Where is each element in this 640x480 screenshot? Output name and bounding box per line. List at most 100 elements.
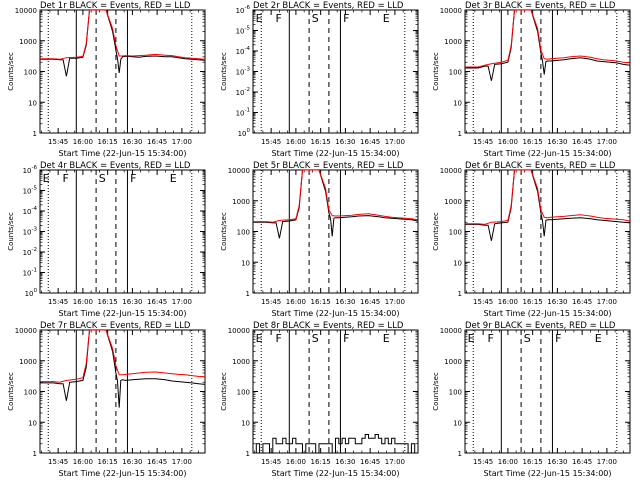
- x-tick-label: 15:45: [261, 138, 281, 146]
- series-events-line: [465, 170, 630, 241]
- y-tick-label: 1000: [19, 358, 37, 366]
- plot-frame: [252, 329, 419, 454]
- segment-label: S: [312, 12, 319, 25]
- y-tick-label: 10-4: [23, 206, 38, 216]
- x-tick-label: 17:00: [172, 138, 192, 146]
- panel-det-9r: Det 9r BLACK = Events, RED = LLD Counts/s…: [432, 321, 631, 478]
- panel-det-5r: Det 5r BLACK = Events, RED = LLD Counts/s…: [220, 161, 419, 318]
- x-tick-label: 16:45: [572, 298, 592, 306]
- y-tick-label: 10: [453, 99, 462, 107]
- x-tick-label: 15:45: [261, 458, 281, 466]
- y-tick-label: 10000: [440, 7, 462, 15]
- panel-det-1r: Det 1r BLACK = Events, RED = LLD Counts/s…: [7, 1, 206, 158]
- x-tick-label: 17:00: [385, 298, 405, 306]
- x-tick-label: 16:45: [360, 458, 380, 466]
- y-tick-label: 10000: [15, 7, 37, 15]
- series-events-line: [465, 10, 630, 81]
- y-tick-label: 1000: [444, 358, 462, 366]
- y-tick-label: 10-3: [236, 67, 251, 77]
- x-tick-label: 16:30: [122, 458, 142, 466]
- x-tick-label: 16:00: [73, 298, 93, 306]
- y-axis-label: Counts/sec: [7, 372, 15, 411]
- x-axis-label: Start Time (22-Jun-15 15:34:00): [59, 309, 187, 318]
- x-tick-label: 16:45: [360, 138, 380, 146]
- y-tick-label: 100: [449, 389, 462, 397]
- x-axis-label: Start Time (22-Jun-15 15:34:00): [272, 469, 400, 478]
- x-tick-label: 16:30: [335, 298, 355, 306]
- series-lld-line: [465, 170, 630, 225]
- x-axis-label: Start Time (22-Jun-15 15:34:00): [484, 149, 612, 158]
- segment-label: F: [555, 332, 561, 345]
- x-tick-label: 16:00: [73, 138, 93, 146]
- x-tick-label: 15:45: [473, 298, 493, 306]
- y-axis-label: Counts/sec: [220, 372, 228, 411]
- y-tick-label: 100: [237, 389, 250, 397]
- x-tick-label: 17:00: [597, 138, 617, 146]
- x-tick-label: 16:15: [98, 138, 118, 146]
- x-tick-label: 16:00: [286, 458, 306, 466]
- panel-title: Det 8r BLACK = Events, RED = LLD: [253, 321, 404, 331]
- y-axis-label: Counts/sec: [220, 52, 228, 91]
- y-tick-label: 10: [453, 419, 462, 427]
- x-tick-label: 16:45: [572, 138, 592, 146]
- y-tick-label: 1000: [232, 358, 250, 366]
- y-tick-label: 10000: [15, 327, 37, 335]
- x-tick-label: 17:00: [597, 458, 617, 466]
- segment-label: F: [487, 332, 493, 345]
- y-tick-label: 10-3: [23, 227, 38, 237]
- y-tick-label: 1: [33, 130, 37, 138]
- series-events-line: [253, 170, 418, 239]
- y-tick-label: 10000: [440, 167, 462, 175]
- y-tick-label: 1: [246, 450, 250, 458]
- x-tick-label: 17:00: [385, 458, 405, 466]
- series-lld-line: [40, 330, 205, 383]
- y-tick-label: 1: [458, 450, 462, 458]
- x-tick-label: 16:30: [547, 458, 567, 466]
- segment-label: E: [383, 332, 390, 345]
- panel-title: Det 9r BLACK = Events, RED = LLD: [465, 321, 616, 331]
- segment-label: F: [343, 332, 349, 345]
- y-tick-label: 100: [25, 288, 38, 298]
- x-tick-label: 16:15: [523, 458, 543, 466]
- segment-label: E: [256, 12, 263, 25]
- y-tick-label: 1000: [232, 198, 250, 206]
- y-tick-label: 1: [246, 290, 250, 298]
- y-tick-label: 10-4: [236, 46, 251, 56]
- x-tick-label: 15:45: [48, 298, 68, 306]
- y-tick-label: 10-2: [23, 247, 37, 257]
- segment-label: E: [43, 172, 50, 185]
- x-tick-label: 17:00: [172, 458, 192, 466]
- x-tick-label: 17:00: [597, 298, 617, 306]
- segment-label: E: [170, 172, 177, 185]
- panel-title: Det 3r BLACK = Events, RED = LLD: [465, 1, 616, 11]
- y-tick-label: 100: [24, 389, 37, 397]
- x-tick-label: 16:00: [498, 138, 518, 146]
- segment-label: E: [383, 12, 390, 25]
- panel-det-6r: Det 6r BLACK = Events, RED = LLD Counts/s…: [432, 161, 631, 318]
- y-tick-label: 10-1: [23, 268, 37, 278]
- x-tick-label: 16:45: [147, 458, 167, 466]
- y-tick-label: 10-5: [236, 26, 251, 36]
- series-events-line: [253, 434, 416, 453]
- segment-label: F: [62, 172, 68, 185]
- segment-label: S: [524, 332, 531, 345]
- y-tick-label: 10000: [228, 167, 250, 175]
- y-tick-label: 100: [24, 69, 37, 77]
- x-axis-label: Start Time (22-Jun-15 15:34:00): [272, 309, 400, 318]
- y-tick-label: 1000: [444, 198, 462, 206]
- y-tick-label: 10-1: [236, 108, 250, 118]
- panel-title: Det 5r BLACK = Events, RED = LLD: [253, 161, 404, 171]
- plot-frame: [39, 169, 206, 294]
- segment-label: S: [312, 332, 319, 345]
- x-tick-label: 16:00: [498, 298, 518, 306]
- x-tick-label: 16:45: [360, 298, 380, 306]
- x-tick-label: 16:00: [286, 138, 306, 146]
- plot-frame: [39, 9, 206, 134]
- y-tick-label: 1: [33, 450, 37, 458]
- x-tick-label: 15:45: [48, 138, 68, 146]
- segment-label: E: [256, 332, 263, 345]
- panel-title: Det 1r BLACK = Events, RED = LLD: [40, 1, 191, 11]
- panel-det-7r: Det 7r BLACK = Events, RED = LLD Counts/s…: [7, 321, 206, 478]
- y-tick-label: 10000: [440, 327, 462, 335]
